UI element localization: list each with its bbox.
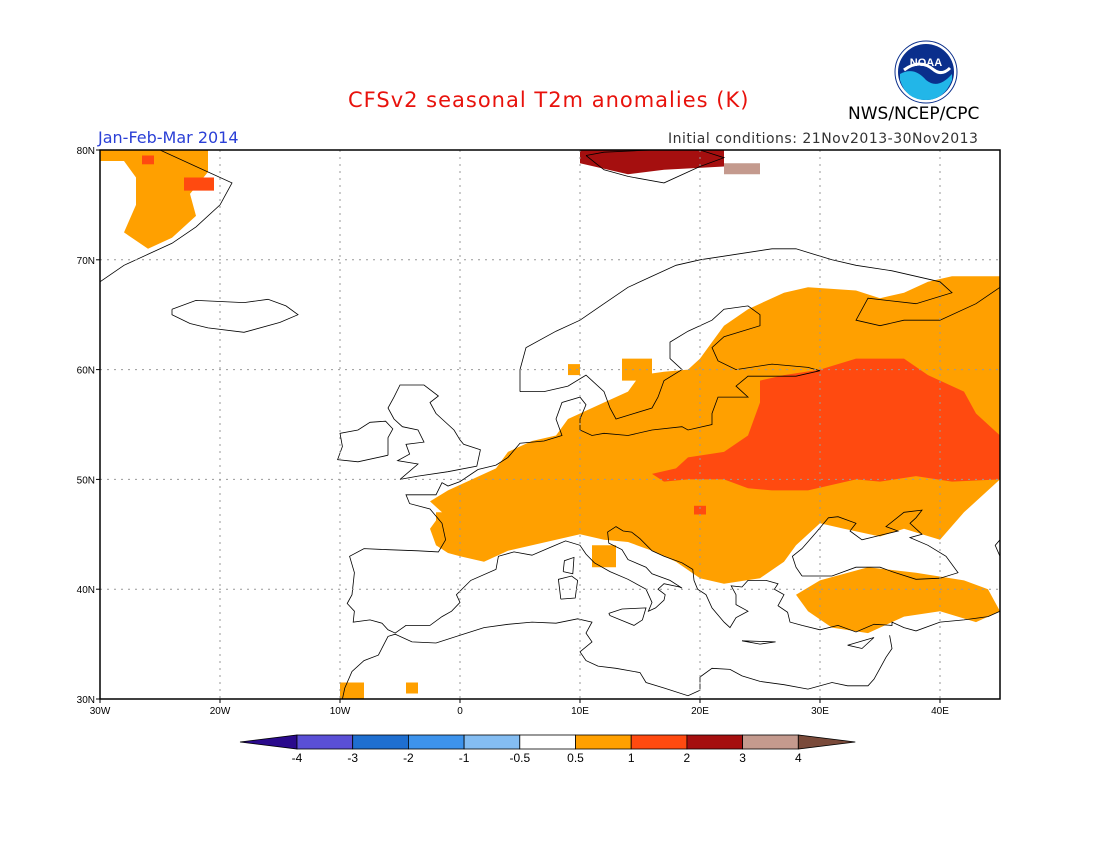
- coastline-7: [337, 420, 394, 463]
- noaa-logo-icon: NOAA: [894, 40, 958, 104]
- lon-tick-label: 30E: [811, 706, 829, 717]
- anomaly-area-4: [724, 163, 760, 175]
- coastline-11: [562, 556, 575, 575]
- coastline-13: [847, 637, 875, 649]
- lat-tick-label: 60N: [77, 366, 95, 377]
- anomaly-fills: [100, 150, 1000, 699]
- lon-tick-label: 10W: [330, 706, 351, 717]
- lon-tick-label: 10E: [571, 706, 589, 717]
- colorbar-swatch: [686, 734, 744, 750]
- anomaly-area-10: [796, 567, 1000, 634]
- initial-conditions: Initial conditions: 21Nov2013-30Nov2013: [668, 131, 979, 147]
- colorbar-swatch: [519, 734, 576, 750]
- coastline-1: [171, 298, 299, 333]
- colorbar-min-triangle: [239, 734, 298, 750]
- coastline-12: [741, 640, 776, 645]
- colorbar-tick-label: -1: [459, 751, 470, 765]
- anomaly-area-3: [580, 150, 724, 175]
- noaa-logo-text: NOAA: [910, 57, 942, 69]
- anomaly-area-12: [406, 682, 418, 694]
- coastline-6: [387, 384, 481, 480]
- lat-tick-label: 70N: [77, 256, 95, 267]
- anomaly-area-8: [652, 358, 1000, 491]
- lat-tick-label: 50N: [77, 475, 95, 486]
- colorbar-tick-label: 0.5: [567, 751, 584, 765]
- coastlines: [99, 149, 1001, 700]
- colorbar-swatch: [463, 734, 521, 750]
- colorbar-tick-label: -4: [292, 751, 303, 765]
- map-title: CFSv2 seasonal T2m anomalies (K): [348, 88, 750, 112]
- agency-label: NWS/NCEP/CPC: [848, 104, 980, 124]
- anomaly-area-2: [142, 155, 154, 165]
- axis-ticks: 30W 20W 10W 0 10E 20E 30E 40E 80N 70N 60N 50N 40N 30N: [77, 146, 950, 717]
- coastline-8: [342, 618, 893, 700]
- colorbar-swatch: [352, 734, 409, 750]
- colorbar-tick-label: 2: [684, 751, 691, 765]
- anomaly-area-6: [622, 358, 652, 381]
- colorbar-max-triangle: [797, 734, 856, 750]
- lon-tick-label: 40E: [931, 706, 949, 717]
- colorbar-tick-label: -3: [347, 751, 358, 765]
- anomaly-area-11: [340, 682, 364, 699]
- coastline-3: [346, 305, 1001, 634]
- colorbar-tick-label: 4: [795, 751, 802, 765]
- coastline-4: [791, 509, 959, 580]
- lon-tick-label: 20E: [691, 706, 709, 717]
- colorbar-swatch: [630, 734, 688, 750]
- coastline-10: [557, 575, 579, 600]
- lat-tick-label: 40N: [77, 585, 95, 596]
- coastline-2: [519, 248, 1001, 392]
- colorbar-swatch: [575, 734, 632, 750]
- graticule: [100, 150, 1000, 699]
- coastline-14: [585, 149, 726, 184]
- anomaly-area-1: [184, 177, 214, 191]
- colorbar-swatch: [407, 734, 465, 750]
- anomaly-area-7: [568, 364, 580, 376]
- colorbar-tick-label: -0.5: [509, 751, 530, 765]
- colorbar-tick-label: 1: [628, 751, 635, 765]
- anomaly-area-14: [484, 501, 532, 535]
- colorbar-tick-label: 3: [739, 751, 746, 765]
- lon-tick-label: 30W: [90, 706, 111, 717]
- lat-tick-label: 80N: [77, 146, 95, 157]
- lon-tick-label: 20W: [210, 706, 231, 717]
- forecast-period: Jan-Feb-Mar 2014: [98, 128, 239, 147]
- anomaly-area-0: [100, 150, 208, 249]
- colorbar-swatch: [742, 734, 799, 750]
- anomaly-area-9: [694, 505, 706, 515]
- colorbar-swatch: [296, 734, 354, 750]
- anomaly-area-5: [430, 276, 1000, 584]
- map-frame: [99, 149, 1001, 700]
- colorbar-tick-label: -2: [403, 751, 414, 765]
- coastline-9: [608, 607, 647, 626]
- colorbar: -4 -3 -2 -1 -0.5 0.5 1 2 3 4: [239, 734, 856, 765]
- lon-tick-label: 0: [457, 706, 463, 717]
- anomaly-area-15: [592, 545, 616, 568]
- anomaly-area-13: [436, 512, 454, 526]
- lat-tick-label: 30N: [77, 695, 95, 706]
